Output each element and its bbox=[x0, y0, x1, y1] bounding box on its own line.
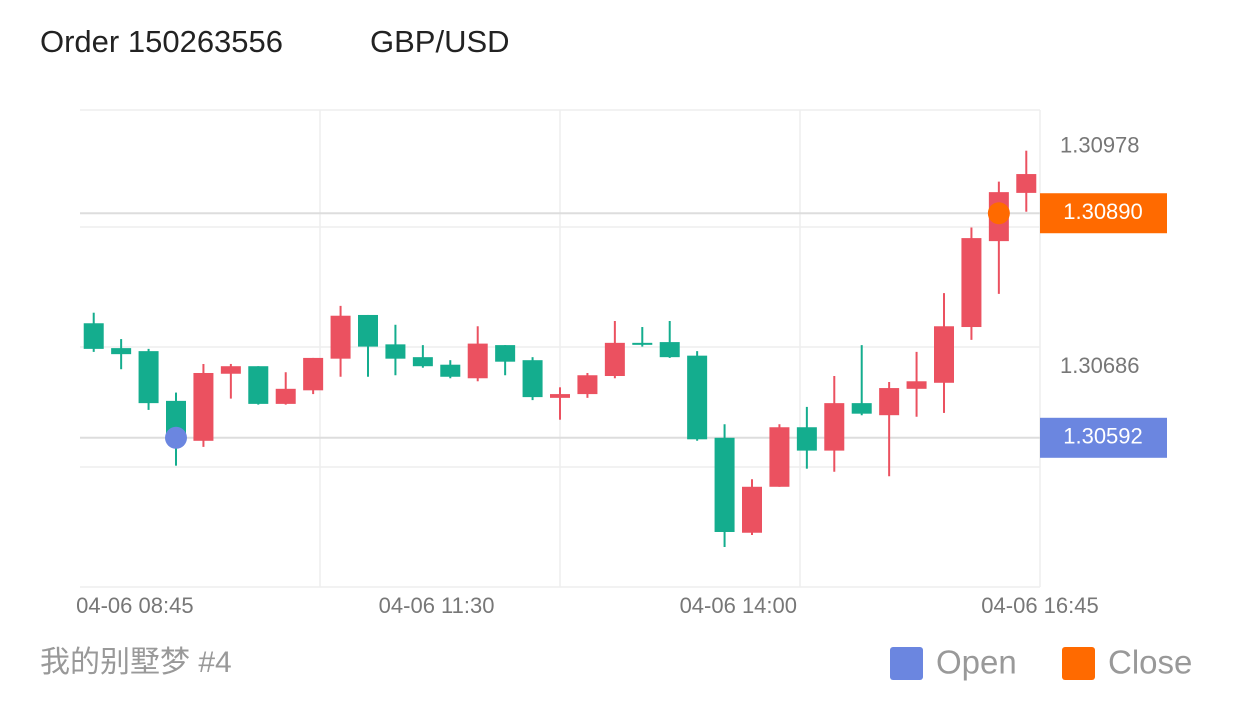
candle-body bbox=[769, 427, 790, 487]
candle-body bbox=[358, 314, 378, 347]
caption: 我的别墅梦 #4 bbox=[40, 646, 232, 679]
candle-body bbox=[385, 344, 406, 359]
price-label-box bbox=[1040, 193, 1167, 234]
x-tick-label: 04-06 08:45 bbox=[76, 593, 193, 618]
candle-body bbox=[824, 403, 845, 451]
x-tick-label: 04-06 14:00 bbox=[680, 593, 797, 618]
candle-body bbox=[138, 351, 159, 404]
candle-body bbox=[742, 486, 762, 533]
trade-marker bbox=[987, 202, 1010, 225]
candle-body bbox=[687, 355, 708, 440]
candle-body bbox=[659, 342, 680, 358]
legend-swatch bbox=[1062, 647, 1095, 680]
legend-label: Close bbox=[1108, 644, 1192, 681]
candle-body bbox=[303, 357, 324, 391]
candle-body bbox=[193, 372, 214, 441]
legend-label: Open bbox=[936, 644, 1017, 681]
candle-body bbox=[275, 388, 296, 404]
grid bbox=[80, 109, 1041, 588]
candle-body bbox=[330, 315, 351, 359]
chart-title: Order 150263556 bbox=[40, 24, 283, 59]
candle-body bbox=[934, 326, 954, 383]
legend-swatch bbox=[890, 647, 923, 680]
candle-body bbox=[111, 348, 132, 355]
candle-body bbox=[220, 366, 241, 374]
candle-body bbox=[412, 357, 433, 367]
price-label-box bbox=[1040, 417, 1167, 458]
price-label: 1.30890 bbox=[1063, 199, 1143, 224]
candle-body bbox=[248, 366, 269, 404]
candle-body bbox=[495, 345, 516, 362]
candle-body bbox=[632, 342, 653, 345]
candle-body bbox=[961, 238, 982, 328]
candle-body bbox=[522, 360, 543, 398]
candle-body bbox=[1016, 174, 1037, 193]
candle-body bbox=[796, 427, 817, 451]
candle-body bbox=[83, 323, 104, 349]
candle-body bbox=[604, 342, 625, 377]
y-tick-label: 1.30686 bbox=[1060, 353, 1140, 378]
y-tick-label: 1.30978 bbox=[1060, 133, 1140, 158]
trade-marker bbox=[165, 426, 187, 449]
x-tick-label: 04-06 16:45 bbox=[981, 593, 1098, 618]
candle-body bbox=[467, 343, 488, 379]
x-tick-label: 04-06 11:30 bbox=[379, 593, 495, 618]
candle-body bbox=[851, 403, 872, 414]
candle-body bbox=[906, 381, 927, 389]
candle-body bbox=[577, 375, 598, 395]
chart-subtitle: GBP/USD bbox=[370, 24, 510, 59]
candle-body bbox=[714, 437, 735, 532]
price-label: 1.30592 bbox=[1063, 424, 1143, 449]
candle-body bbox=[550, 394, 570, 398]
candle-body bbox=[879, 388, 900, 416]
candle-body bbox=[440, 364, 461, 377]
